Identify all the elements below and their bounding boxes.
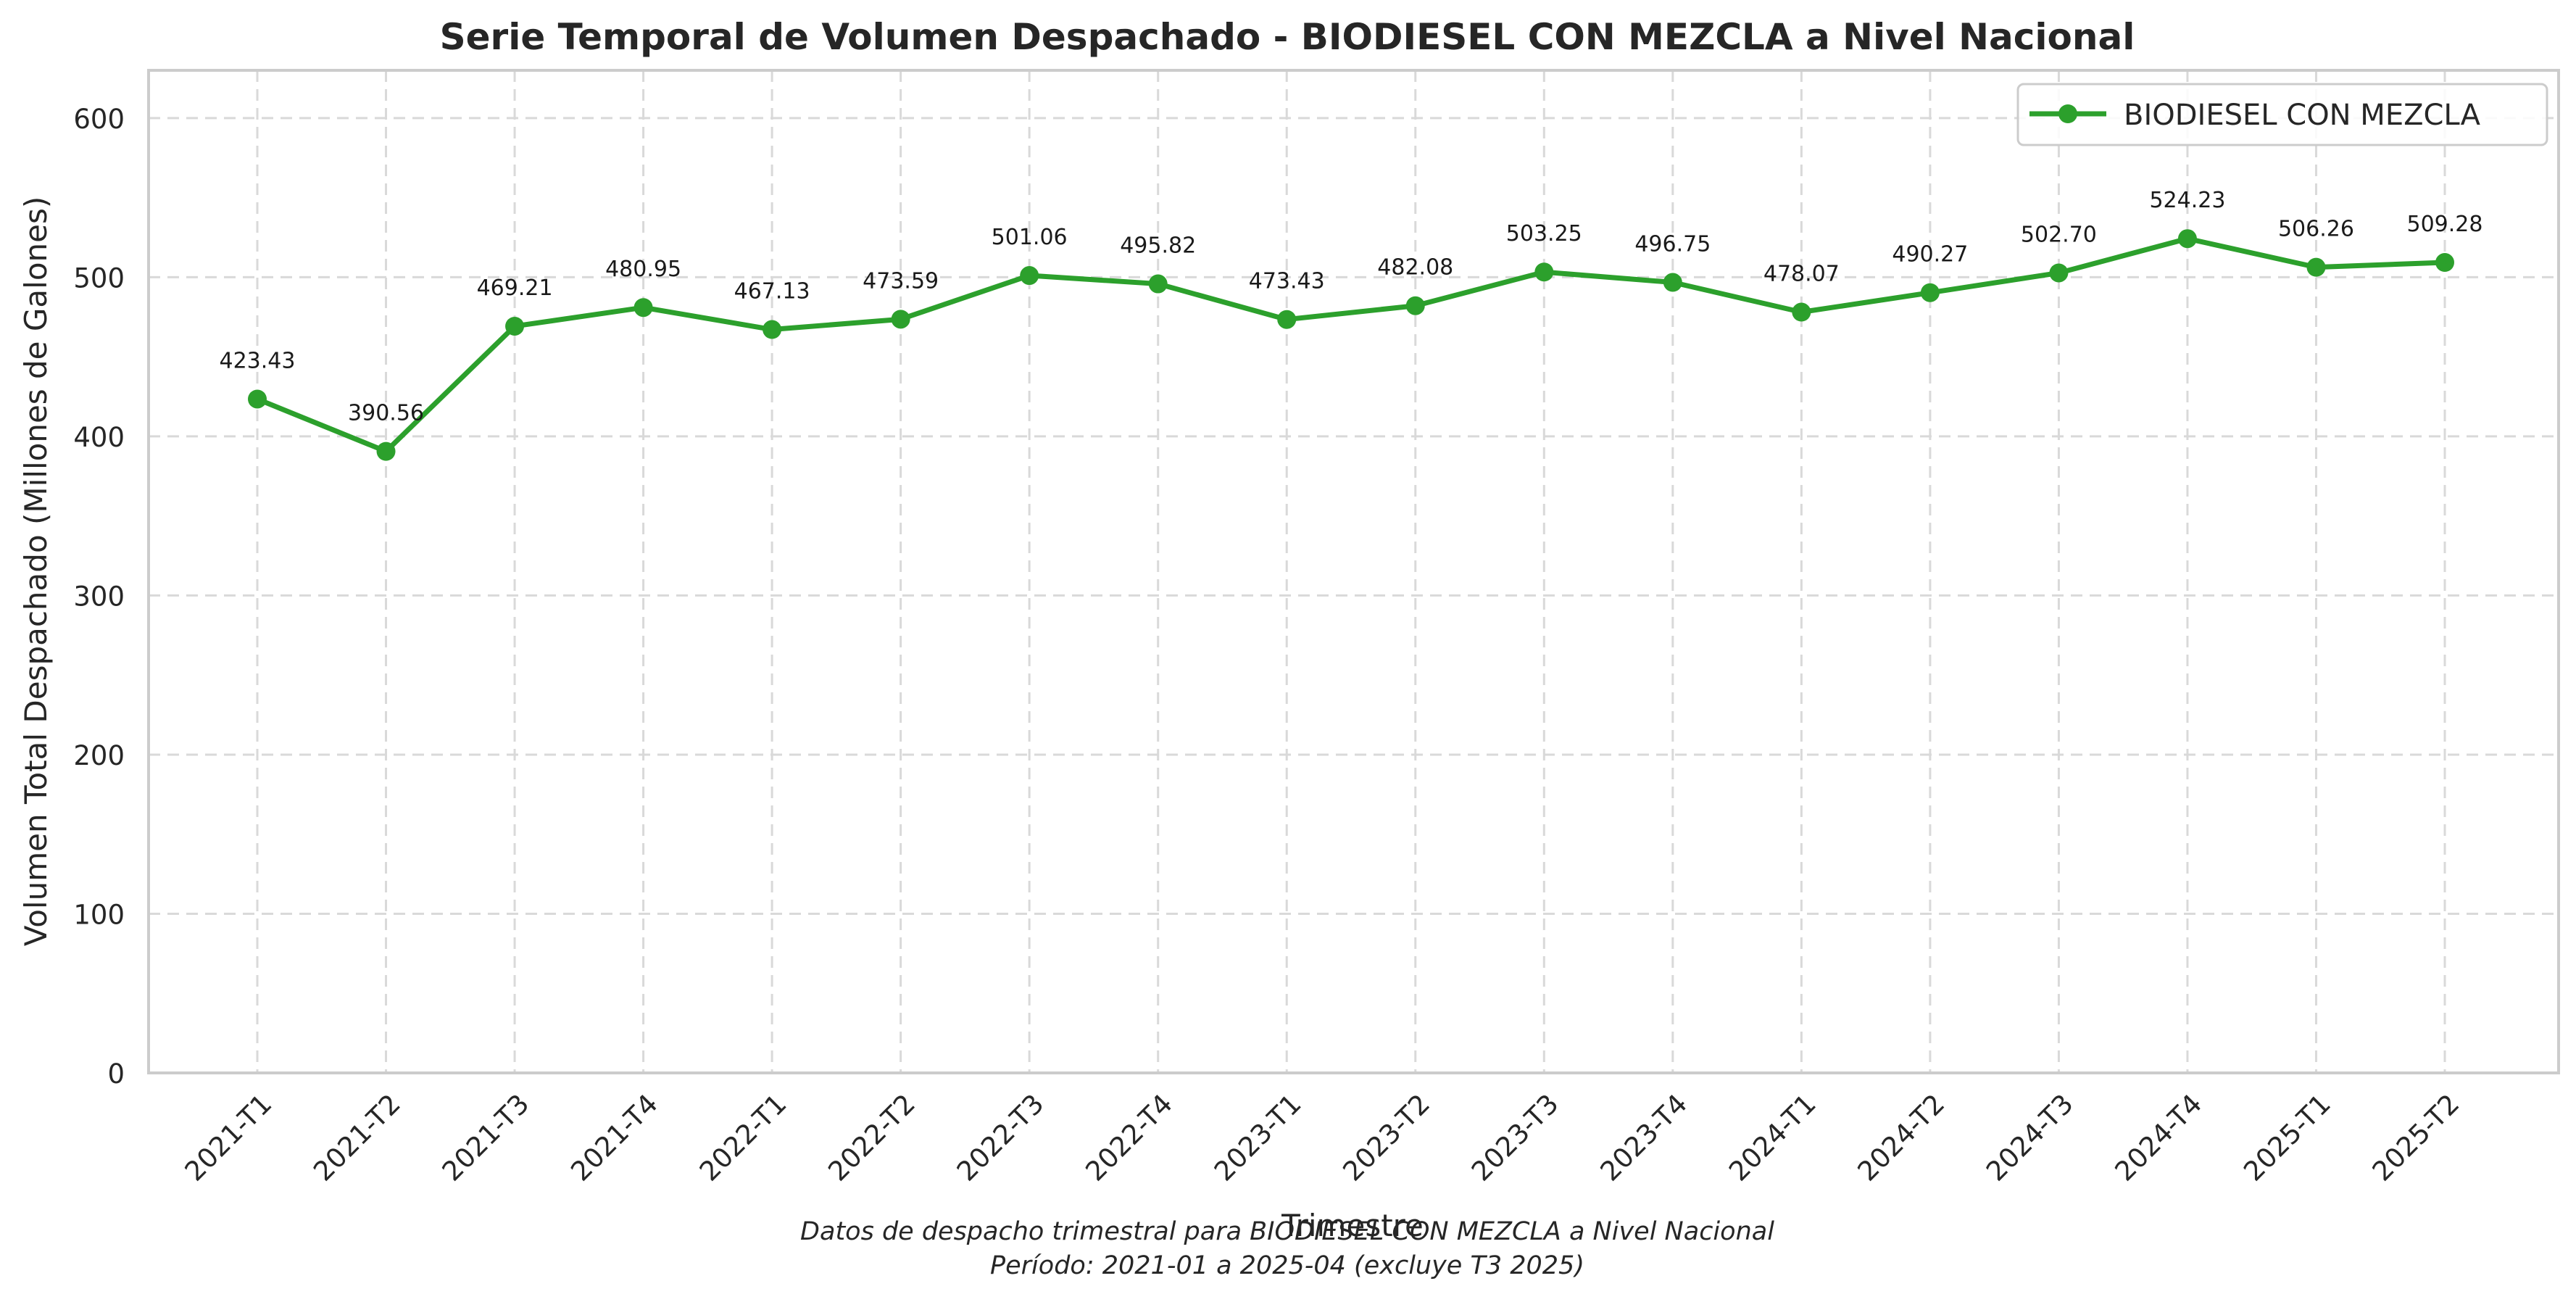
data-label: 423.43 — [220, 348, 296, 373]
data-label: 482.08 — [1377, 255, 1453, 281]
data-label: 506.26 — [2278, 217, 2354, 242]
chart-title: Serie Temporal de Volumen Despachado - B… — [440, 16, 2135, 58]
grid-lines — [149, 70, 2559, 1074]
data-point — [2049, 263, 2069, 283]
y-tick-label: 200 — [73, 740, 125, 771]
caption-line-1: Datos de despacho trimestral para BIODIE… — [800, 1217, 1774, 1246]
series-lines — [254, 236, 2448, 455]
y-tick-label: 0 — [107, 1058, 125, 1090]
y-tick-label: 300 — [73, 581, 125, 612]
data-label: 495.82 — [1120, 233, 1196, 259]
data-point — [2435, 253, 2454, 273]
y-tick-label: 400 — [73, 422, 125, 453]
data-label: 390.56 — [348, 401, 424, 426]
data-points — [248, 229, 2454, 461]
y-tick-label: 600 — [73, 104, 125, 135]
data-point — [1277, 310, 1297, 329]
y-tick-label: 500 — [73, 262, 125, 294]
data-point — [2177, 229, 2197, 249]
data-label: 480.95 — [605, 257, 681, 282]
data-point — [505, 316, 525, 336]
data-point — [763, 320, 782, 339]
legend-marker-swatch — [2058, 104, 2077, 123]
data-point — [891, 310, 910, 329]
data-point — [1792, 302, 1811, 322]
data-label: 502.70 — [2021, 222, 2097, 247]
data-label: 467.13 — [734, 279, 810, 304]
data-label: 469.21 — [477, 275, 553, 301]
data-label: 524.23 — [2149, 188, 2225, 213]
data-point — [248, 389, 267, 409]
data-label: 509.28 — [2407, 212, 2483, 237]
data-point — [1405, 296, 1425, 315]
data-point — [1020, 266, 1039, 286]
data-point — [1663, 273, 1682, 292]
y-axis-label: Volumen Total Despachado (Millones de Ga… — [18, 196, 54, 946]
x-axis-label: Trimestre — [1281, 1208, 1424, 1243]
data-label: 473.43 — [1249, 269, 1325, 294]
legend-entry-label: BIODIESEL CON MEZCLA — [2124, 99, 2481, 132]
data-label: 478.07 — [1763, 262, 1840, 287]
data-label: 473.59 — [863, 268, 939, 294]
data-point — [376, 441, 396, 461]
data-label: 501.06 — [992, 225, 1068, 250]
data-label: 496.75 — [1634, 232, 1711, 257]
plot-frame — [147, 69, 2560, 1074]
legend: BIODIESEL CON MEZCLA — [2016, 83, 2548, 146]
data-point — [2306, 257, 2326, 277]
data-label: 503.25 — [1506, 221, 1582, 246]
data-point — [633, 298, 653, 318]
caption-line-2: Período: 2021-01 a 2025-04 (excluye T3 2… — [990, 1251, 1584, 1280]
legend-box — [2016, 83, 2548, 146]
data-point — [1920, 283, 1940, 302]
data-labels: 423.43 390.56 469.21 480.95 467.13 473.59 501.… — [220, 188, 2483, 426]
data-point — [1534, 262, 1554, 282]
data-label: 490.27 — [1892, 242, 1968, 268]
data-point — [1148, 274, 1168, 294]
series-line — [254, 236, 2448, 455]
y-tick-label: 100 — [73, 899, 125, 930]
